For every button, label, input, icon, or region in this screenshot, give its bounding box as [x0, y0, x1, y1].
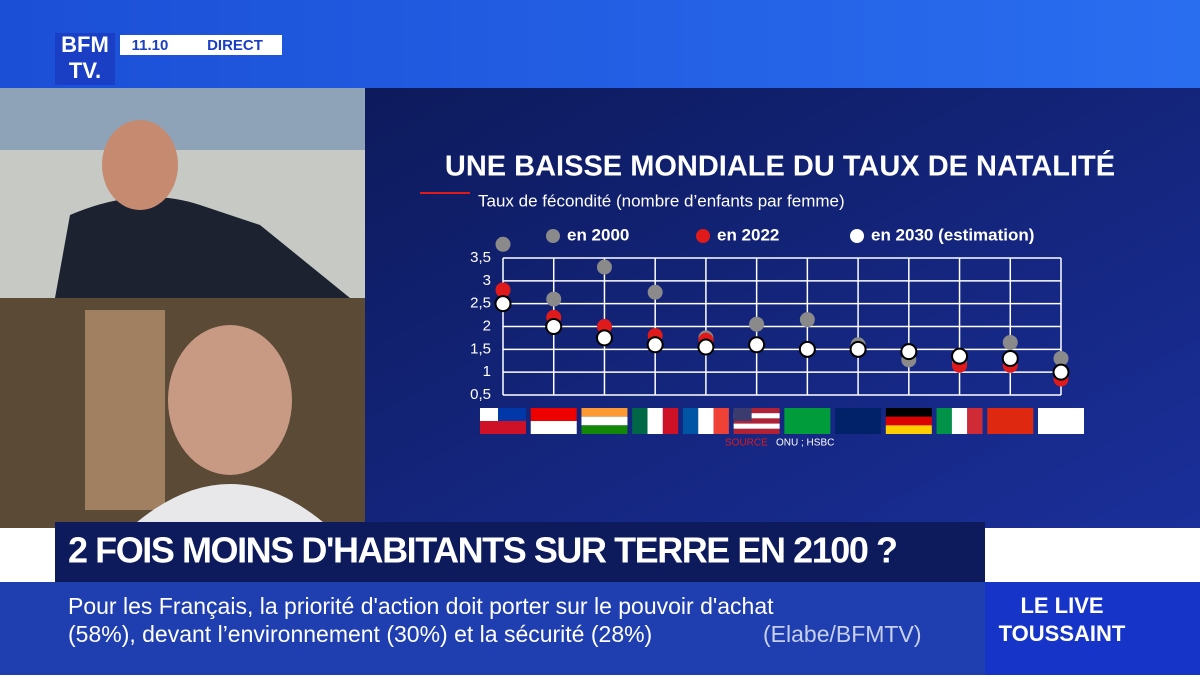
headline-bar — [55, 522, 985, 582]
flag-stripe — [733, 413, 780, 419]
flag-stripe — [987, 408, 1034, 434]
ticker-line-1: Pour les Français, la priorité d'action … — [68, 593, 774, 619]
presenter-suit — [55, 197, 350, 298]
data-point — [1002, 334, 1018, 350]
ticker-credit: (Elabe/BFMTV) — [763, 621, 921, 647]
data-point — [951, 347, 969, 365]
show-line-2: TOUSSAINT — [999, 621, 1126, 646]
legend-label: en 2022 — [717, 225, 779, 244]
flag-canton — [733, 408, 752, 421]
flag-stripe — [530, 408, 577, 421]
chart-subtitle: Taux de fécondité (nombre d’enfants par … — [478, 191, 845, 210]
y-tick-label: 2,5 — [470, 295, 491, 312]
data-point — [596, 319, 612, 334]
data-point — [494, 295, 512, 313]
y-tick-label: 3,5 — [470, 249, 491, 266]
logo-top: BFM — [61, 32, 109, 57]
flag-stripe — [733, 418, 780, 424]
data-point — [495, 282, 511, 298]
clock: 11.10 — [132, 37, 169, 54]
data-point — [495, 236, 511, 252]
flag-stripe — [632, 408, 648, 434]
flag-stripe — [885, 425, 932, 434]
logo-box — [55, 33, 115, 85]
flag-stripe — [530, 421, 577, 434]
flag-stripe — [581, 416, 628, 426]
show-box — [985, 582, 1200, 675]
presenter-face — [102, 120, 178, 210]
guest-shirt — [130, 484, 330, 528]
data-point — [1052, 363, 1070, 381]
logo-bottom: TV. — [69, 58, 101, 83]
legend-label: en 2000 — [567, 225, 629, 244]
flag-stripe — [967, 408, 983, 434]
source: ONU ; HSBC — [776, 438, 834, 449]
data-point — [849, 340, 867, 358]
flag-stripe — [951, 408, 968, 434]
clock-box — [120, 35, 282, 55]
live-status: DIRECT — [207, 37, 263, 54]
data-point — [647, 284, 663, 300]
data-point — [596, 259, 612, 275]
data-point — [1053, 350, 1069, 366]
bookshelf — [85, 310, 165, 510]
show-line-1: LE LIVE — [1020, 593, 1103, 618]
data-point — [748, 336, 766, 354]
source-label: SOURCE — [725, 438, 768, 449]
flag-stripe — [581, 408, 628, 417]
flag-canton — [480, 408, 498, 421]
y-tick-label: 3 — [483, 272, 491, 289]
flag-stripe — [1038, 408, 1084, 434]
legend-label: en 2030 (estimation) — [871, 225, 1034, 244]
headline: 2 FOIS MOINS D'HABITANTS SUR TERRE EN 21… — [68, 530, 898, 571]
data-point — [900, 343, 918, 361]
y-tick-label: 1,5 — [470, 340, 491, 357]
flag-stripe — [835, 408, 882, 434]
data-point — [697, 338, 715, 356]
flag-stripe — [885, 416, 932, 426]
guest-face — [168, 325, 292, 475]
legend-dot — [696, 229, 710, 243]
flag-stripe — [713, 408, 729, 434]
data-point — [1001, 349, 1019, 367]
data-point — [799, 312, 815, 328]
data-point — [545, 318, 563, 335]
flag-stripe — [936, 408, 952, 434]
data-point — [595, 329, 613, 347]
flag-stripe — [662, 408, 679, 434]
data-point — [749, 316, 765, 332]
data-point — [646, 336, 664, 354]
flag-stripe — [480, 421, 526, 434]
flag-stripe — [647, 408, 663, 434]
y-tick-label: 0,5 — [470, 386, 491, 403]
flag-stripe — [698, 408, 714, 434]
data-point — [546, 291, 562, 307]
flag-stripe — [733, 408, 780, 414]
flag-stripe — [733, 423, 780, 429]
ticker-line-2: (58%), devant l’environnement (30%) et l… — [68, 621, 652, 647]
flag-stripe — [581, 425, 628, 434]
chart-title: UNE BAISSE MONDIALE DU TAUX DE NATALITÉ — [445, 149, 1115, 183]
flag-stripe — [733, 428, 780, 434]
legend-dot — [546, 229, 560, 243]
data-point — [798, 340, 816, 358]
flag-stripe — [784, 408, 831, 434]
y-tick-label: 2 — [483, 317, 491, 334]
flag-stripe — [682, 408, 699, 434]
y-tick-label: 1 — [483, 363, 491, 380]
flag-stripe — [885, 408, 932, 417]
legend-dot — [850, 229, 864, 243]
